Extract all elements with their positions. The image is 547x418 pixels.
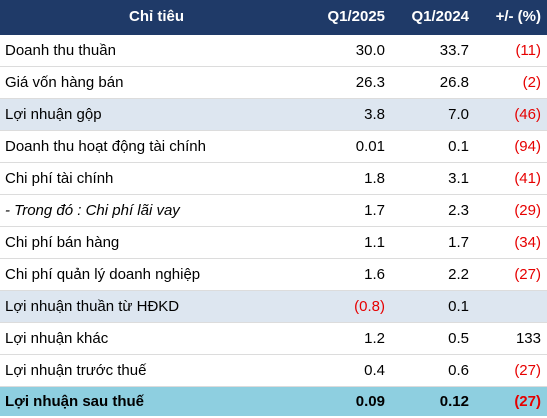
table-row: Doanh thu thuần 30.0 33.7 (11) [0, 34, 547, 67]
row-change: (41) [475, 162, 547, 195]
row-q1-2025: 1.8 [313, 162, 391, 195]
row-name: - Trong đó : Chi phí lãi vay [0, 194, 313, 227]
row-q1-2024: 0.12 [391, 386, 475, 416]
table-row: Giá vốn hàng bán 26.3 26.8 (2) [0, 66, 547, 99]
row-name: Chi phí bán hàng [0, 226, 313, 259]
row-change: (29) [475, 194, 547, 227]
row-q1-2024: 2.2 [391, 258, 475, 291]
table-row: Lợi nhuận thuần từ HĐKD (0.8) 0.1 [0, 290, 547, 323]
row-q1-2024: 0.6 [391, 354, 475, 387]
row-name: Lợi nhuận khác [0, 322, 313, 355]
row-name: Chi phí tài chính [0, 162, 313, 195]
row-change [475, 290, 547, 323]
table-row: Doanh thu hoạt động tài chính 0.01 0.1 (… [0, 130, 547, 163]
row-change: (34) [475, 226, 547, 259]
row-q1-2024: 2.3 [391, 194, 475, 227]
table-row: Chi phí tài chính 1.8 3.1 (41) [0, 162, 547, 195]
row-q1-2025: 1.7 [313, 194, 391, 227]
row-q1-2024: 33.7 [391, 34, 475, 67]
table-row: Chi phí bán hàng 1.1 1.7 (34) [0, 226, 547, 259]
row-name: Lợi nhuận thuần từ HĐKD [0, 290, 313, 323]
row-q1-2025: (0.8) [313, 290, 391, 323]
table-total-row: Lợi nhuận sau thuế 0.09 0.12 (27) [0, 386, 547, 416]
row-name: Lợi nhuận gộp [0, 98, 313, 131]
row-q1-2024: 1.7 [391, 226, 475, 259]
table-row: Lợi nhuận gộp 3.8 7.0 (46) [0, 98, 547, 131]
table-row: Lợi nhuận trước thuế 0.4 0.6 (27) [0, 354, 547, 387]
row-change: (27) [475, 354, 547, 387]
row-q1-2024: 3.1 [391, 162, 475, 195]
header-name: Chỉ tiêu [0, 0, 313, 35]
row-name: Lợi nhuận sau thuế [0, 386, 313, 416]
row-change: (27) [475, 386, 547, 416]
row-change: (27) [475, 258, 547, 291]
row-q1-2025: 1.1 [313, 226, 391, 259]
row-change: (11) [475, 34, 547, 67]
row-change: (94) [475, 130, 547, 163]
header-change: +/- (%) [475, 0, 547, 35]
row-q1-2024: 7.0 [391, 98, 475, 131]
row-q1-2025: 0.01 [313, 130, 391, 163]
row-q1-2024: 0.5 [391, 322, 475, 355]
row-q1-2025: 3.8 [313, 98, 391, 131]
row-q1-2025: 1.6 [313, 258, 391, 291]
row-q1-2024: 0.1 [391, 130, 475, 163]
header-q1-2025: Q1/2025 [313, 0, 391, 35]
table-row: - Trong đó : Chi phí lãi vay 1.7 2.3 (29… [0, 194, 547, 227]
row-name: Doanh thu hoạt động tài chính [0, 130, 313, 163]
row-change: 133 [475, 322, 547, 355]
table-row: Lợi nhuận khác 1.2 0.5 133 [0, 322, 547, 355]
row-name: Lợi nhuận trước thuế [0, 354, 313, 387]
row-change: (46) [475, 98, 547, 131]
row-q1-2024: 0.1 [391, 290, 475, 323]
row-q1-2025: 0.09 [313, 386, 391, 416]
row-change: (2) [475, 66, 547, 99]
row-q1-2025: 26.3 [313, 66, 391, 99]
row-q1-2025: 1.2 [313, 322, 391, 355]
row-q1-2025: 30.0 [313, 34, 391, 67]
table-header-row: Chỉ tiêu Q1/2025 Q1/2024 +/- (%) [0, 0, 547, 35]
header-q1-2024: Q1/2024 [391, 0, 475, 35]
row-q1-2024: 26.8 [391, 66, 475, 99]
row-name: Chi phí quản lý doanh nghiệp [0, 258, 313, 291]
table-row: Chi phí quản lý doanh nghiệp 1.6 2.2 (27… [0, 258, 547, 291]
row-name: Doanh thu thuần [0, 34, 313, 67]
row-q1-2025: 0.4 [313, 354, 391, 387]
row-name: Giá vốn hàng bán [0, 66, 313, 99]
